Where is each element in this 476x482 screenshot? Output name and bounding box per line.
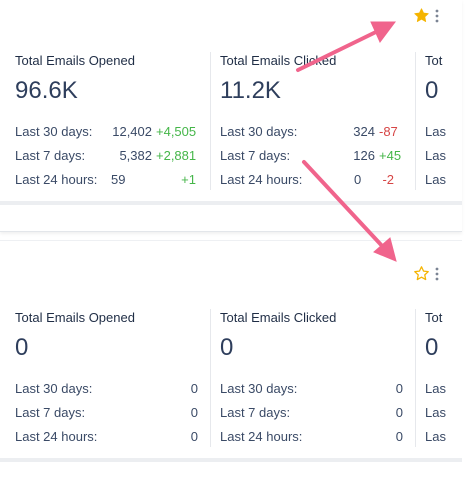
stat-card-emails-clicked: Total Emails Clicked 0 Last 30 days: 0 L… xyxy=(211,309,416,447)
stat-card-truncated: Tot 0 Las Las Las xyxy=(416,52,462,190)
card-total: 0 xyxy=(220,334,234,361)
row-value: 0 xyxy=(395,429,403,444)
row-value: 5,382 xyxy=(119,148,152,163)
star-outline-icon[interactable] xyxy=(413,265,430,282)
stat-row: Last 24 hours: 59 +1 xyxy=(15,168,210,192)
row-label: Last 24 hours: xyxy=(15,429,98,444)
row-delta: +4,505 xyxy=(156,124,197,139)
stat-row: Las xyxy=(425,120,462,144)
row-delta: -2 xyxy=(382,172,394,187)
stat-row: Las xyxy=(425,168,462,192)
card-total: 11.2K xyxy=(220,77,281,104)
row-label: Las xyxy=(425,405,446,420)
card-title: Total Emails Opened xyxy=(15,310,135,325)
row-value: 0 xyxy=(395,381,403,396)
stat-cards: Total Emails Opened 0 Last 30 days: 0 La… xyxy=(0,309,462,447)
card-total: 0 xyxy=(425,77,439,104)
stat-row: Last 7 days: 0 xyxy=(15,401,210,425)
card-title: Total Emails Opened xyxy=(15,53,135,68)
row-label: Last 30 days: xyxy=(15,124,93,139)
card-title: Total Emails Clicked xyxy=(220,53,337,68)
stat-row: Las xyxy=(425,401,462,425)
card-title: Tot xyxy=(425,53,443,68)
star-filled-icon[interactable] xyxy=(413,7,430,24)
stat-card-truncated: Tot 0 Las Las Las xyxy=(416,309,462,447)
row-delta: +1 xyxy=(181,172,196,187)
card-total: 96.6K xyxy=(15,77,78,104)
row-value: 126 xyxy=(353,148,375,163)
row-value: 59 xyxy=(111,172,126,187)
row-label: Last 30 days: xyxy=(15,381,93,396)
stat-cards: Total Emails Opened 96.6K Last 30 days: … xyxy=(0,52,462,190)
dashboard-panel-favorited: Total Emails Opened 96.6K Last 30 days: … xyxy=(0,0,462,232)
row-label: Last 30 days: xyxy=(220,124,298,139)
row-label: Las xyxy=(425,148,446,163)
stat-row: Last 30 days: 0 xyxy=(220,377,415,401)
row-value: 0 xyxy=(190,381,198,396)
kebab-menu-icon[interactable] xyxy=(434,8,440,24)
row-label: Last 7 days: xyxy=(220,148,291,163)
card-title: Total Emails Clicked xyxy=(220,310,337,325)
stat-row: Last 24 hours: 0 xyxy=(220,425,415,449)
row-label: Last 24 hours: xyxy=(15,172,98,187)
row-label: Last 7 days: xyxy=(15,148,86,163)
card-total: 0 xyxy=(15,334,29,361)
row-value: 0 xyxy=(354,172,362,187)
panel-actions xyxy=(413,265,440,282)
card-total: 0 xyxy=(425,334,439,361)
row-label: Last 30 days: xyxy=(220,381,298,396)
row-label: Las xyxy=(425,429,446,444)
row-label: Las xyxy=(425,124,446,139)
stat-row: Las xyxy=(425,425,462,449)
stat-card-emails-opened: Total Emails Opened 0 Last 30 days: 0 La… xyxy=(0,309,211,447)
card-title: Tot xyxy=(425,310,443,325)
stat-row: Last 7 days: 126 +45 xyxy=(220,144,415,168)
row-delta: +2,881 xyxy=(156,148,197,163)
stat-row: Last 30 days: 0 xyxy=(15,377,210,401)
row-value: 12,402 xyxy=(112,124,152,139)
stat-row: Last 24 hours: 0 -2 xyxy=(220,168,415,192)
row-label: Las xyxy=(425,381,446,396)
row-label: Last 7 days: xyxy=(220,405,291,420)
row-label: Last 7 days: xyxy=(15,405,86,420)
stat-row: Las xyxy=(425,377,462,401)
stat-row: Last 24 hours: 0 xyxy=(15,425,210,449)
row-label: Last 24 hours: xyxy=(220,429,303,444)
stat-card-emails-clicked: Total Emails Clicked 11.2K Last 30 days:… xyxy=(211,52,416,190)
row-value: 0 xyxy=(395,405,403,420)
stat-row: Last 7 days: 0 xyxy=(220,401,415,425)
row-delta: -87 xyxy=(379,124,398,139)
kebab-menu-icon[interactable] xyxy=(434,266,440,282)
stat-row: Last 7 days: 5,382 +2,881 xyxy=(15,144,210,168)
row-value: 0 xyxy=(190,429,198,444)
stat-row: Last 30 days: 324 -87 xyxy=(220,120,415,144)
row-label: Las xyxy=(425,172,446,187)
dashboard-panel-unfavorited: Total Emails Opened 0 Last 30 days: 0 La… xyxy=(0,240,462,482)
panel-scrollbar[interactable] xyxy=(0,458,462,462)
panel-scrollbar[interactable] xyxy=(0,201,462,205)
row-value: 324 xyxy=(353,124,375,139)
stat-card-emails-opened: Total Emails Opened 96.6K Last 30 days: … xyxy=(0,52,211,190)
row-delta: +45 xyxy=(379,148,402,163)
row-value: 0 xyxy=(190,405,198,420)
stat-row: Last 30 days: 12,402 +4,505 xyxy=(15,120,210,144)
row-label: Last 24 hours: xyxy=(220,172,303,187)
panel-actions xyxy=(413,7,440,24)
stat-row: Las xyxy=(425,144,462,168)
